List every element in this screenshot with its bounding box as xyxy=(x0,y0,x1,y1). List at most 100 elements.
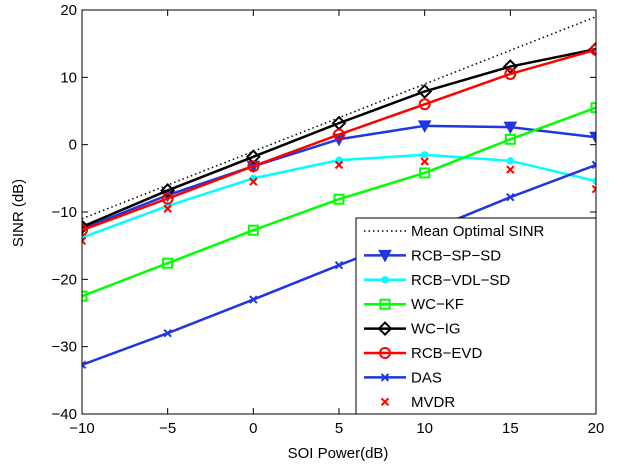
y-tick-label-4: 0 xyxy=(69,137,77,154)
series-wc-ig-point-0 xyxy=(82,219,90,235)
legend-rcb-sp-sd-label: RCB−SP−SD xyxy=(411,247,501,264)
series-wc-kf-point-3-shape xyxy=(333,193,345,205)
series-mvdr xyxy=(82,157,596,246)
series-wc-kf-point-4 xyxy=(419,167,431,179)
legend-wc-ig-label: WC−IG xyxy=(411,321,461,338)
series-wc-ig-point-5-shape xyxy=(502,59,518,74)
legend-rcb-vdl-sd: RCB−VDL−SD xyxy=(364,272,510,289)
series-rcb-sp-sd-point-4 xyxy=(417,120,432,133)
series-mvdr-point-3-shape xyxy=(334,160,344,170)
x-tick-label-3: 5 xyxy=(335,420,343,437)
series-das-point-3 xyxy=(334,260,344,270)
series-das-point-6-shape xyxy=(591,160,596,170)
series-mvdr-point-6 xyxy=(591,184,596,194)
legend-mvdr-marker-shape xyxy=(380,397,390,407)
series-wc-kf-point-3 xyxy=(333,193,345,205)
legend-rcb-vdl-sd-marker xyxy=(381,276,389,284)
series-rcb-sp-sd-point-5 xyxy=(503,121,518,135)
series-das-point-0-shape xyxy=(82,360,87,370)
series-mvdr-point-3 xyxy=(334,160,344,170)
x-tick-label-4: 10 xyxy=(416,420,433,437)
series-wc-ig-point-2 xyxy=(245,149,261,165)
series-rcb-vdl-sd-point-5 xyxy=(506,157,515,165)
series-wc-kf-point-0 xyxy=(82,290,88,302)
legend-mean-optimal-sinr-label: Mean Optimal SINR xyxy=(411,223,545,240)
series-wc-kf-point-2 xyxy=(247,224,259,236)
series-wc-ig-point-5 xyxy=(502,59,518,74)
series-rcb-evd-point-4-shape xyxy=(418,98,431,111)
series-wc-kf-point-5-shape xyxy=(504,133,516,145)
series-rcb-evd-point-5-shape xyxy=(504,67,517,80)
series-rcb-vdl-sd-point-3 xyxy=(335,156,343,164)
series-rcb-vdl-sd-point-4-shape xyxy=(420,151,429,159)
legend-mvdr-marker xyxy=(380,397,390,407)
series-rcb-evd-point-3 xyxy=(333,128,345,141)
legend: Mean Optimal SINR RCB−SP−SD RCB−VDL−SD WC−K… xyxy=(355,217,597,415)
series-wc-kf-point-2-shape xyxy=(247,224,259,236)
series-mean-optimal-sinr xyxy=(82,16,596,220)
x-axis-label: SOI Power(dB) xyxy=(288,445,389,462)
legend-rcb-evd: RCB−EVD xyxy=(364,345,482,362)
series-wc-kf-point-1-shape xyxy=(162,257,174,269)
series-wc-kf-point-5 xyxy=(504,133,516,145)
legend-wc-kf: WC−KF xyxy=(364,296,464,313)
legend-das-marker-shape xyxy=(380,373,390,382)
series-wc-kf-point-0-shape xyxy=(82,290,88,302)
series-rcb-sp-sd-point-6 xyxy=(589,131,596,145)
legend-rcb-sp-sd-marker-shape xyxy=(378,249,392,263)
series-mvdr-point-1-shape xyxy=(163,204,172,213)
series-rcb-evd-point-2 xyxy=(247,160,260,173)
series-mvdr-point-5 xyxy=(506,165,515,174)
x-tick-label-5: 15 xyxy=(502,420,519,437)
series-das-point-0 xyxy=(82,360,87,370)
series-das-point-2-shape xyxy=(249,295,258,304)
legend-rcb-evd-label: RCB−EVD xyxy=(411,345,482,362)
legend-wc-kf-label: WC−KF xyxy=(411,296,464,313)
series-rcb-evd-point-6-shape xyxy=(590,43,596,56)
series-das-point-2 xyxy=(249,295,258,304)
series-rcb-evd xyxy=(82,43,596,237)
series-das-point-1-shape xyxy=(163,328,172,338)
plot-area xyxy=(82,16,596,370)
series-rcb-evd-point-2-shape xyxy=(247,160,260,173)
series-rcb-sp-sd-point-4-shape xyxy=(417,120,432,133)
y-tick-label-6: 20 xyxy=(60,2,77,19)
series-rcb-vdl-sd-point-3-shape xyxy=(335,156,343,164)
x-tick-label-0: −10 xyxy=(69,420,94,437)
legend-das: DAS xyxy=(364,369,442,386)
series-mvdr-point-5-shape xyxy=(506,165,515,174)
series-das-point-6 xyxy=(591,160,596,170)
legend-wc-ig: WC−IG xyxy=(364,321,461,338)
legend-box xyxy=(355,217,597,415)
series-das-point-3-shape xyxy=(334,260,344,270)
y-tick-label-3: −10 xyxy=(52,204,77,221)
series-rcb-evd-point-0-shape xyxy=(82,224,88,237)
series-wc-ig-point-0-shape xyxy=(82,219,90,235)
series-rcb-evd-point-4 xyxy=(418,98,431,111)
series-rcb-evd-point-1 xyxy=(161,192,174,205)
series-rcb-sp-sd-point-6-shape xyxy=(589,131,596,145)
y-tick-label-1: −30 xyxy=(52,339,77,356)
series-wc-ig-point-4 xyxy=(417,84,433,99)
series-mvdr-point-2-shape xyxy=(249,177,258,186)
x-tick-label-1: −5 xyxy=(159,420,176,437)
series-rcb-evd-point-3-shape xyxy=(333,128,345,141)
legend-mean-optimal-sinr: Mean Optimal SINR xyxy=(364,223,545,240)
legend-wc-kf-marker xyxy=(379,298,391,310)
series-mvdr-point-4 xyxy=(420,157,429,166)
y-tick-label-5: 10 xyxy=(60,69,77,86)
y-tick-label-0: −40 xyxy=(52,406,77,423)
series-wc-kf-point-6-shape xyxy=(590,102,596,114)
series-group xyxy=(82,16,596,370)
legend-das-label: DAS xyxy=(411,369,442,386)
legend-rcb-vdl-sd-marker-shape xyxy=(381,276,389,284)
series-wc-ig-point-2-shape xyxy=(245,149,261,165)
legend-rcb-sp-sd-marker xyxy=(378,249,392,263)
series-rcb-evd-point-1-shape xyxy=(161,192,174,205)
series-rcb-evd-point-0 xyxy=(82,224,88,237)
legend-rcb-evd-marker-shape xyxy=(379,347,391,359)
series-wc-kf-point-1 xyxy=(162,257,174,269)
legend-mvdr-label: MVDR xyxy=(411,394,455,411)
series-das-point-1 xyxy=(163,328,172,338)
series-mvdr-point-2 xyxy=(249,177,258,186)
